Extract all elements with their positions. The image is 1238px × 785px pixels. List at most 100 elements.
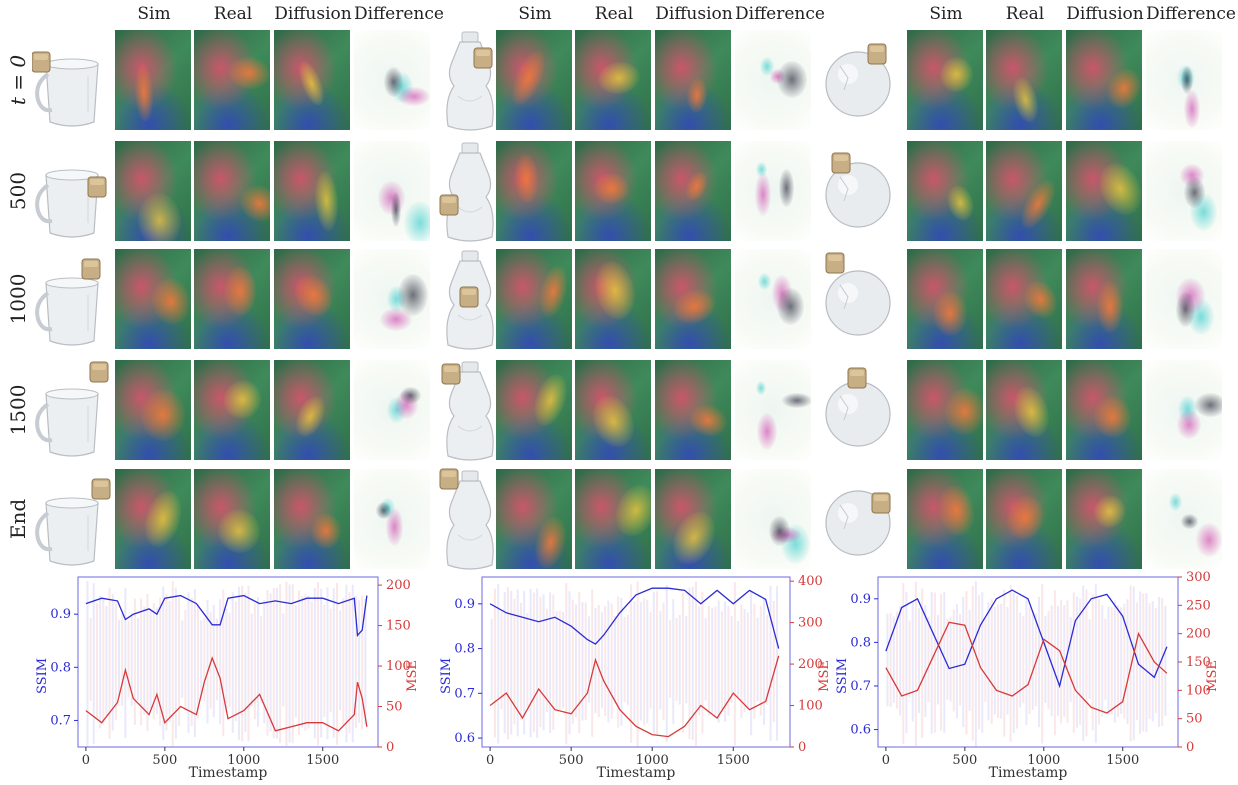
- column-header-diffusion: Diffusion: [274, 4, 352, 24]
- real-tactile-image: [194, 141, 270, 241]
- y-tick-label: 0.8: [50, 660, 71, 675]
- sim-tactile-image: [496, 30, 572, 130]
- contact-blob: [593, 172, 630, 205]
- sim-tactile-image: [907, 249, 983, 349]
- difference-image: [354, 30, 430, 130]
- ball-object: [818, 26, 900, 136]
- diffusion-tactile-image: [1066, 30, 1142, 130]
- real-tactile-image: [194, 249, 270, 349]
- bottle-object: [430, 26, 512, 136]
- x-tick-label: 500: [952, 753, 977, 768]
- difference-blob: [397, 273, 429, 316]
- contact-blob: [289, 391, 331, 441]
- y-tick-label: 0.8: [454, 642, 475, 657]
- mse-line: [85, 656, 368, 732]
- y2-tick-label: 50: [1186, 712, 1203, 727]
- difference-blob: [1176, 292, 1196, 328]
- y-tick-label: 0.9: [50, 607, 71, 622]
- real-tactile-image: [986, 469, 1062, 569]
- y2-tick-label: 100: [1186, 683, 1211, 698]
- difference-blob: [768, 515, 791, 547]
- difference-blob: [779, 168, 795, 208]
- y2-tick-label: 300: [1186, 570, 1211, 585]
- mug-object: [32, 245, 114, 355]
- difference-blob: [755, 162, 767, 178]
- difference-image: [735, 469, 811, 569]
- diffusion-tactile-image: [655, 469, 731, 569]
- difference-blob: [380, 308, 412, 331]
- contact-blob: [1091, 156, 1142, 222]
- difference-image: [354, 469, 430, 569]
- diffusion-tactile-image: [1066, 360, 1142, 460]
- difference-blob: [1176, 409, 1202, 439]
- real-tactile-image: [194, 30, 270, 130]
- column-header-sim: Sim: [518, 4, 552, 24]
- y-axis-label: SSIM: [439, 658, 454, 694]
- x-tick-label: 1000: [636, 753, 669, 768]
- contact-blob: [294, 58, 330, 109]
- difference-image: [735, 249, 811, 349]
- y2-tick-label: 100: [386, 659, 411, 674]
- mug-object: [32, 465, 114, 575]
- row-label: t = 0: [6, 54, 30, 106]
- row-label: 1000: [6, 273, 30, 325]
- difference-image: [735, 30, 811, 130]
- sim-tactile-image: [496, 249, 572, 349]
- contact-blob: [1101, 63, 1142, 114]
- sim-tactile-image: [907, 30, 983, 130]
- diffusion-tactile-image: [274, 469, 350, 569]
- contact-blob: [665, 504, 724, 569]
- mse-line: [489, 655, 780, 738]
- contact-blob: [139, 387, 187, 442]
- y-axis-label: SSIM: [835, 658, 850, 694]
- column-header-difference: Difference: [354, 4, 444, 24]
- real-tactile-image: [575, 249, 651, 349]
- column-header-difference: Difference: [735, 4, 825, 24]
- y2-axis-label: MSE: [405, 660, 420, 692]
- x-tick-label: 1500: [306, 753, 339, 768]
- contact-blob: [937, 54, 976, 95]
- difference-image: [1146, 469, 1222, 569]
- contact-blob: [943, 385, 983, 437]
- difference-blob: [758, 273, 771, 291]
- contact-blob: [1009, 74, 1043, 125]
- difference-blob: [1184, 176, 1206, 208]
- diffusion-tactile-image: [655, 30, 731, 130]
- contact-blob: [1091, 394, 1133, 440]
- contact-blob: [681, 168, 712, 205]
- difference-blob: [391, 191, 402, 228]
- mug-object: [31, 26, 114, 136]
- sim-tactile-image: [907, 469, 983, 569]
- column-header-diffusion: Diffusion: [655, 4, 733, 24]
- y2-tick-label: 200: [798, 657, 823, 672]
- y2-tick-label: 150: [386, 619, 411, 634]
- x-tick-label: 0: [82, 753, 90, 768]
- real-tactile-image: [575, 30, 651, 130]
- diffusion-tactile-image: [274, 30, 350, 130]
- y-tick-label: 0.6: [454, 731, 475, 746]
- contact-blob: [311, 512, 342, 550]
- difference-blob: [755, 173, 771, 217]
- difference-image: [735, 360, 811, 460]
- real-tactile-image: [575, 469, 651, 569]
- difference-blob: [398, 87, 430, 107]
- real-tactile-image: [194, 360, 270, 460]
- difference-blob: [1195, 523, 1222, 557]
- difference-image: [354, 360, 430, 460]
- sim-tactile-image: [115, 469, 191, 569]
- mse-line: [885, 621, 1168, 714]
- contact-blob: [934, 482, 979, 540]
- contact-blob: [1008, 382, 1055, 442]
- x-tick-label: 0: [486, 753, 494, 768]
- y2-tick-label: 300: [798, 616, 823, 631]
- column-header-diffusion: Diffusion: [1066, 4, 1144, 24]
- difference-blob: [755, 380, 766, 396]
- diffusion-tactile-image: [274, 141, 350, 241]
- plot-frame: [481, 576, 791, 748]
- difference-image: [735, 141, 811, 241]
- ssim-mse-plot-bottle: 0 500 1000 1500 0.6 0.7 0.8 0.9 0 100 200 300 400 Tim…: [439, 574, 832, 781]
- plot-frame: [77, 576, 379, 748]
- difference-image: [1146, 249, 1222, 349]
- contact-blob: [137, 485, 187, 552]
- ball-object: [818, 245, 900, 355]
